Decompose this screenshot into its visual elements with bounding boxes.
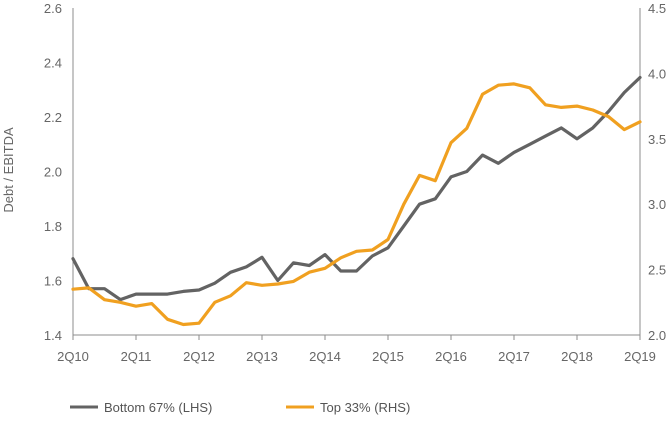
legend-label-bottom: Bottom 67% (LHS) (104, 400, 212, 415)
right-y-tick-label: 2.5 (648, 263, 666, 278)
left-y-tick-label: 2.2 (44, 110, 62, 125)
left-y-tick-label: 1.8 (44, 219, 62, 234)
x-tick-label: 2Q14 (309, 349, 341, 364)
x-tick-label: 2Q16 (435, 349, 467, 364)
right-y-axis-ticks: 2.0 2.5 3.0 3.5 4.0 4.5 (648, 1, 666, 343)
series-line-top-33 (71, 82, 642, 327)
right-y-tick-label: 3.5 (648, 132, 666, 147)
left-y-tick-label: 2.6 (44, 1, 62, 16)
x-axis-ticks: 2Q10 2Q11 2Q12 2Q13 2Q14 2Q15 2Q16 2Q17 2Q18 2Q19 (57, 335, 656, 364)
x-tick-label: 2Q12 (183, 349, 215, 364)
left-y-tick-label: 1.4 (44, 328, 62, 343)
right-y-tick-label: 3.0 (648, 197, 666, 212)
legend-item-top: Top 33% (RHS) (286, 400, 410, 415)
x-tick-label: 2Q11 (121, 349, 152, 364)
left-y-tick-label: 1.6 (44, 274, 62, 289)
right-y-tick-label: 4.5 (648, 1, 666, 16)
x-tick-label: 2Q10 (57, 349, 89, 364)
right-y-tick-label: 4.0 (648, 66, 666, 81)
left-y-axis-title: Debt / EBITDA (1, 127, 16, 213)
left-y-tick-label: 2.0 (44, 165, 62, 180)
legend-label-top: Top 33% (RHS) (320, 400, 410, 415)
x-tick-label: 2Q18 (561, 349, 593, 364)
left-y-tick-label: 2.4 (44, 56, 62, 71)
legend: Bottom 67% (LHS) Top 33% (RHS) (70, 400, 410, 415)
x-tick-label: 2Q19 (624, 349, 656, 364)
left-y-axis-ticks: 1.4 1.6 1.8 2.0 2.2 2.4 2.6 (44, 1, 62, 343)
series-line-bottom-67 (71, 75, 642, 302)
legend-item-bottom: Bottom 67% (LHS) (70, 400, 212, 415)
x-tick-label: 2Q13 (246, 349, 278, 364)
series-lines (71, 75, 642, 327)
right-y-tick-label: 2.0 (648, 328, 666, 343)
x-tick-label: 2Q17 (498, 349, 530, 364)
x-tick-label: 2Q15 (372, 349, 404, 364)
